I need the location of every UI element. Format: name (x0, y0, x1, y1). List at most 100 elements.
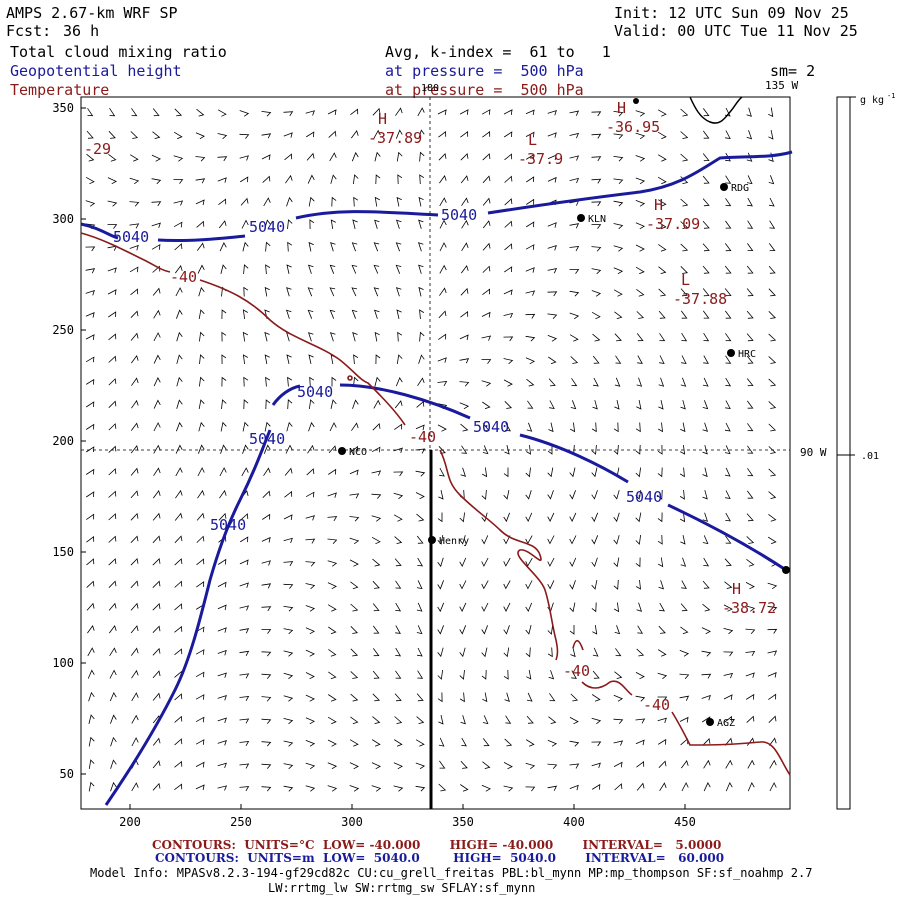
wind-barb (330, 242, 336, 252)
wind-barb (219, 489, 227, 499)
wind-barb (395, 264, 402, 274)
wind-barb (217, 177, 227, 183)
wind-barb (195, 694, 205, 700)
wind-barb (353, 376, 359, 387)
wind-barb (701, 673, 712, 679)
temperature-contours (80, 232, 791, 776)
wind-barb (373, 399, 381, 409)
wind-barb (264, 354, 270, 364)
wind-barb (702, 512, 709, 522)
wind-barb (768, 378, 777, 387)
wind-barb (503, 762, 513, 770)
wind-barb (175, 444, 183, 454)
wind-barb (373, 287, 380, 297)
wind-barb (525, 267, 535, 273)
wind-barb (503, 312, 514, 319)
wind-barb (482, 761, 491, 769)
wind-barb (350, 693, 359, 702)
wind-barb (437, 557, 444, 568)
wind-barb (659, 333, 666, 342)
wind-barb (680, 626, 689, 635)
wind-barb (460, 311, 469, 318)
wind-barb (130, 557, 139, 566)
wind-barb (352, 219, 358, 229)
wind-barb (481, 311, 491, 318)
wind-barb (131, 782, 139, 792)
wind-barb (482, 715, 489, 725)
wind-barb (329, 422, 337, 432)
wind-barb (591, 133, 602, 139)
wind-barb (702, 737, 711, 746)
station-marker (706, 718, 714, 726)
wind-barb (658, 244, 667, 252)
extremum-symbol: H (378, 110, 387, 128)
wind-barb (768, 513, 777, 522)
wind-barb (702, 400, 709, 410)
wind-barb (701, 694, 711, 701)
wind-barb (152, 602, 161, 611)
wind-barb (396, 309, 402, 319)
wind-barb (482, 242, 491, 251)
wind-barb (328, 671, 337, 680)
wind-barb (263, 197, 271, 207)
wind-barb (591, 535, 599, 545)
wind-barb (437, 424, 447, 432)
wind-barb (393, 447, 403, 454)
wind-barb (547, 244, 557, 251)
wind-barb (394, 536, 403, 544)
wind-barb (152, 108, 160, 117)
wind-barb (569, 625, 575, 635)
wind-barb (591, 783, 601, 790)
wind-barb (195, 739, 205, 745)
wind-barb (461, 242, 469, 252)
wind-barb (503, 625, 510, 635)
wind-barb (592, 647, 599, 657)
wind-barb (681, 782, 689, 792)
wind-barb (110, 736, 117, 747)
wind-barb (287, 376, 293, 387)
wind-barb (195, 132, 205, 140)
wind-barb (308, 196, 315, 207)
wind-barb (439, 197, 447, 207)
wind-barb (569, 312, 580, 320)
wind-barb (615, 648, 622, 657)
wind-barb (217, 156, 228, 162)
wind-barb (614, 625, 621, 635)
wind-barb (547, 176, 557, 183)
wind-barb (261, 133, 272, 139)
wind-barb (768, 401, 777, 409)
wind-barb (459, 109, 469, 115)
wind-barb (371, 762, 381, 770)
wind-barb (153, 399, 161, 409)
wind-barb (108, 153, 117, 162)
wind-barb (768, 130, 774, 140)
wind-barb (745, 582, 755, 590)
wind-barb (305, 672, 315, 680)
height-contour-south (104, 383, 787, 806)
wind-barb (768, 311, 777, 319)
wind-barb (591, 268, 602, 275)
wind-barb (481, 784, 491, 792)
wind-barb (85, 268, 96, 274)
wind-barb (415, 762, 426, 770)
wind-barb (152, 737, 161, 746)
wind-barb (198, 286, 205, 297)
wind-barb (262, 513, 271, 520)
wind-barb (395, 602, 402, 612)
wind-barb (130, 647, 139, 656)
wind-barb (569, 740, 580, 747)
wind-barb (636, 333, 644, 342)
wind-barb (417, 107, 425, 117)
wind-barb (768, 175, 775, 185)
wind-barb (614, 671, 623, 679)
wind-barb (131, 714, 139, 724)
wind-barb (240, 197, 249, 206)
wind-barb (329, 287, 336, 297)
wind-barb (130, 625, 139, 634)
wind-barb (263, 444, 271, 454)
wind-barb (747, 468, 754, 477)
wind-barb (130, 310, 139, 318)
wind-barb (504, 153, 513, 161)
wind-barb (217, 649, 227, 656)
